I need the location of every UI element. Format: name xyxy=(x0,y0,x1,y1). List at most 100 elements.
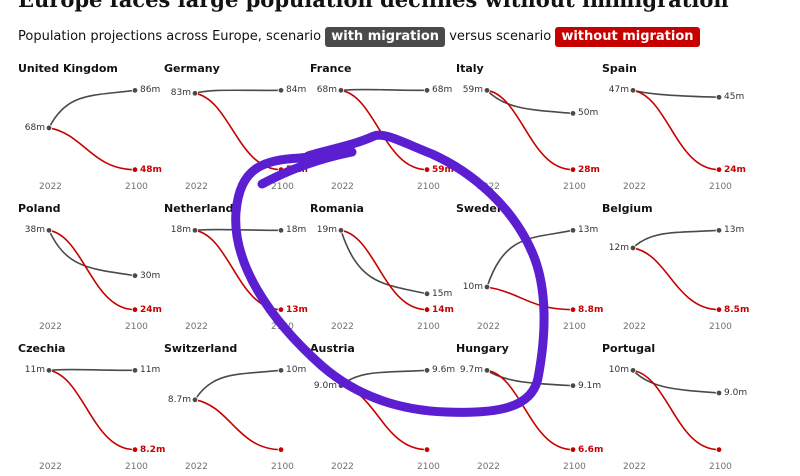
panel-title-united-kingdom: United Kingdom xyxy=(18,62,118,75)
start-label-france: 68m xyxy=(316,85,337,96)
start-point-france xyxy=(337,87,345,94)
without-point-germany xyxy=(277,166,285,173)
legend-without-migration: without migration xyxy=(555,27,700,47)
subtitle-prefix: Population projections across Europe, sc… xyxy=(18,29,322,44)
x-tick-label-2022-spain: 2022 xyxy=(623,182,646,192)
x-tick-label-2022-netherlands: 2022 xyxy=(185,322,208,332)
with-point-sweden xyxy=(569,227,577,234)
x-tick-label-2100-poland: 2100 xyxy=(125,322,148,332)
with-point-romania xyxy=(423,290,431,297)
start-label-romania: 19m xyxy=(316,225,337,236)
panel-hungary: Hungary 9.7m 9.1m 6.6m 2022 2100 xyxy=(456,338,603,476)
panel-chart-germany xyxy=(191,87,285,173)
without-migration-line-switzerland xyxy=(194,399,282,451)
with-label-poland: 30m xyxy=(140,270,161,281)
x-tick-label-2100-switzerland: 2100 xyxy=(271,462,294,472)
with-point-hungary xyxy=(569,382,577,389)
x-tick-label-2100-france: 2100 xyxy=(417,182,440,192)
legend-with-migration: with migration xyxy=(325,27,446,47)
panel-chart-hungary xyxy=(483,367,577,453)
start-point-austria xyxy=(337,382,345,389)
start-point-italy xyxy=(483,87,491,94)
with-migration-line-switzerland xyxy=(194,369,282,401)
x-tick-label-2022-belgium: 2022 xyxy=(623,322,646,332)
chart-title: Europe faces large population declines w… xyxy=(18,0,729,13)
without-label-belgium: 8.5m xyxy=(724,304,750,315)
with-migration-line-hungary xyxy=(486,369,574,387)
x-tick-label-2100-germany: 2100 xyxy=(271,182,294,192)
with-point-france xyxy=(423,87,431,94)
start-point-switzerland xyxy=(191,396,199,404)
panel-chart-france xyxy=(337,87,431,173)
with-label-germany: 84m xyxy=(286,85,307,96)
without-migration-line-germany xyxy=(194,92,282,171)
x-tick-label-2022-switzerland: 2022 xyxy=(185,462,208,472)
with-migration-line-portugal xyxy=(632,369,720,394)
without-label-france: 59m xyxy=(432,164,454,175)
with-migration-line-united-kingdom xyxy=(48,89,136,129)
x-tick-label-2022-united-kingdom: 2022 xyxy=(39,182,62,192)
x-tick-label-2022-poland: 2022 xyxy=(39,322,62,332)
panel-title-italy: Italy xyxy=(456,62,484,75)
with-point-portugal xyxy=(715,389,723,397)
with-migration-line-germany xyxy=(194,89,282,95)
start-point-czechia xyxy=(45,367,53,374)
with-label-sweden: 13m xyxy=(578,225,599,236)
without-label-romania: 14m xyxy=(432,304,454,315)
panel-title-czechia: Czechia xyxy=(18,342,66,355)
start-label-portugal: 10m xyxy=(608,365,629,376)
without-label-poland: 24m xyxy=(140,304,162,315)
with-label-netherlands: 18m xyxy=(286,225,307,236)
start-point-netherlands xyxy=(191,227,199,234)
panel-title-france: France xyxy=(310,62,352,75)
with-label-united-kingdom: 86m xyxy=(140,85,161,96)
small-multiples-grid: United Kingdom 68m 86m 48m 2022 2100 Germany 83… xyxy=(0,58,800,472)
panel-netherlands: Netherlands 18m 18m 13m 2022 2100 xyxy=(164,198,310,336)
x-tick-label-2022-france: 2022 xyxy=(331,182,354,192)
panel-portugal: Portugal 10m 9.0m 2022 2100 xyxy=(602,338,748,476)
x-tick-label-2100-austria: 2100 xyxy=(417,462,440,472)
subtitle-middle: versus scenario xyxy=(449,29,552,44)
panel-title-germany: Germany xyxy=(164,62,220,75)
without-migration-line-united-kingdom xyxy=(48,127,136,171)
with-label-hungary: 9.1m xyxy=(578,380,602,391)
without-point-netherlands xyxy=(277,306,285,313)
without-label-netherlands: 13m xyxy=(286,304,308,315)
panel-chart-belgium xyxy=(629,227,723,313)
with-point-austria xyxy=(423,367,431,374)
panel-chart-italy xyxy=(483,87,577,173)
with-migration-line-czechia xyxy=(48,368,136,372)
with-label-romania: 15m xyxy=(432,288,453,299)
start-label-sweden: 10m xyxy=(462,281,483,292)
start-label-switzerland: 8.7m xyxy=(167,394,191,405)
without-migration-line-czechia xyxy=(48,369,136,451)
without-migration-line-france xyxy=(340,89,428,171)
with-point-united-kingdom xyxy=(131,87,139,94)
x-tick-label-2100-italy: 2100 xyxy=(563,182,586,192)
panel-switzerland: Switzerland 8.7m 10m 2022 2100 xyxy=(164,338,310,476)
panel-spain: Spain 47m 45m 24m 2022 2100 xyxy=(602,58,748,196)
without-migration-line-belgium xyxy=(632,247,720,311)
panel-belgium: Belgium 12m 13m 8.5m 2022 2100 xyxy=(602,198,750,336)
start-label-spain: 47m xyxy=(608,85,629,96)
panel-chart-czechia xyxy=(45,367,139,453)
without-migration-line-sweden xyxy=(486,286,574,311)
without-label-italy: 28m xyxy=(578,164,600,175)
panel-sweden: Sweden 10m 13m 8.8m 2022 2100 xyxy=(456,198,603,336)
x-tick-label-2022-italy: 2022 xyxy=(477,182,500,192)
panel-title-spain: Spain xyxy=(602,62,637,75)
with-label-austria: 9.6m xyxy=(432,365,456,376)
panel-united-kingdom: United Kingdom 68m 86m 48m 2022 2100 xyxy=(18,58,164,196)
without-migration-line-italy xyxy=(486,89,574,171)
with-point-italy xyxy=(569,110,577,117)
without-label-united-kingdom: 48m xyxy=(140,164,162,175)
start-label-czechia: 11m xyxy=(24,365,45,376)
start-point-belgium xyxy=(629,244,637,252)
without-migration-line-portugal xyxy=(632,369,720,451)
start-label-austria: 9.0m xyxy=(313,380,337,391)
x-tick-label-2022-sweden: 2022 xyxy=(477,322,500,332)
x-tick-label-2100-netherlands: 2100 xyxy=(271,322,294,332)
with-migration-line-italy xyxy=(486,89,574,115)
x-tick-label-2100-sweden: 2100 xyxy=(563,322,586,332)
panel-czechia: Czechia 11m 11m 8.2m 2022 2100 xyxy=(18,338,165,476)
